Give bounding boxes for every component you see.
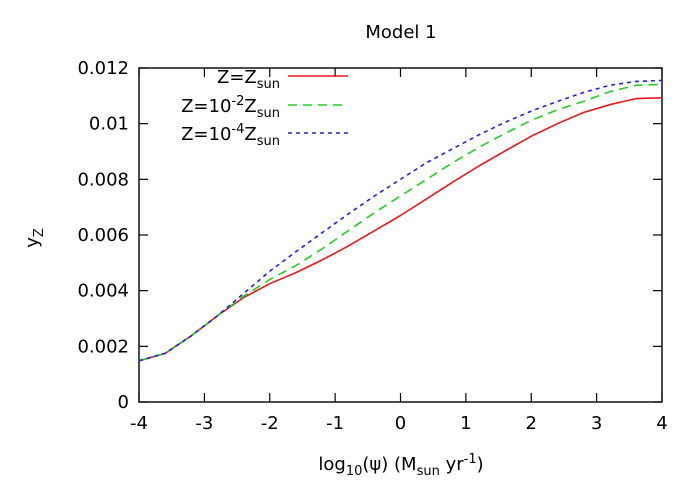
chart-title: Model 1 xyxy=(365,22,436,43)
x-axis-label: log10(ψ) (Msun yr-1) xyxy=(318,452,483,479)
legend-2-mid: Z xyxy=(244,124,256,145)
legend-2-sup: -4 xyxy=(231,122,244,137)
legend-2-pre: Z=10 xyxy=(181,124,231,145)
legend-entry-2: Z=10-4Zsun xyxy=(181,122,348,149)
x-tick-label: -4 xyxy=(130,413,148,434)
axis-ticks: -4 -3 -2 -1 0 1 2 3 4 0 0.002 0.004 0.006 0.008 0.01 0.… xyxy=(77,58,667,434)
y-axis-label-sub: Z xyxy=(32,228,47,237)
legend: Z=Zsun Z=10-2Zsun Z=10-4Zsun xyxy=(181,67,348,149)
x-tick-label: 0 xyxy=(395,413,406,434)
x-tick-label: 3 xyxy=(591,413,602,434)
legend-2-sub: sun xyxy=(257,134,280,149)
legend-0-sub: sun xyxy=(257,77,280,92)
x-axis-label-pre: log xyxy=(318,454,345,475)
legend-0-pre: Z=Z xyxy=(217,67,257,88)
svg-text:yZ: yZ xyxy=(22,228,47,248)
svg-text:Z=Zsun: Z=Zsun xyxy=(217,67,280,92)
series-line-0 xyxy=(138,97,663,362)
y-axis-label: yZ xyxy=(22,228,47,248)
x-axis-label-post: yr xyxy=(440,454,464,475)
legend-1-sup: -2 xyxy=(231,94,244,109)
x-tick-label: -1 xyxy=(326,413,344,434)
x-axis-label-post-sup: -1 xyxy=(464,452,477,467)
series-lines xyxy=(138,79,663,362)
y-tick-label: 0.006 xyxy=(77,225,129,246)
svg-text:Z=10-2Zsun: Z=10-2Zsun xyxy=(181,94,280,121)
x-tick-label: 1 xyxy=(460,413,471,434)
legend-entry-1: Z=10-2Zsun xyxy=(181,94,348,121)
y-tick-label: 0.004 xyxy=(77,281,129,302)
x-axis-label-mid: (ψ) (M xyxy=(362,454,416,475)
y-tick-label: 0.01 xyxy=(89,114,129,135)
y-tick-label: 0 xyxy=(118,392,129,413)
x-tick-label: -2 xyxy=(261,413,279,434)
y-axis-label-main: y xyxy=(22,237,43,248)
svg-text:log10(ψ) (Msun yr-1): log10(ψ) (Msun yr-1) xyxy=(318,452,483,479)
x-axis-label-pre-sub: 10 xyxy=(346,464,363,479)
legend-1-mid: Z xyxy=(244,96,256,117)
x-tick-label: -3 xyxy=(195,413,213,434)
plot-frame xyxy=(138,67,663,403)
x-axis-label-close: ) xyxy=(477,454,484,475)
svg-text:Z=10-4Zsun: Z=10-4Zsun xyxy=(181,122,280,149)
y-tick-label: 0.012 xyxy=(77,58,129,79)
plot-border xyxy=(138,67,663,403)
x-tick-label: 4 xyxy=(656,413,667,434)
y-tick-label: 0.002 xyxy=(77,336,129,357)
x-tick-label: 2 xyxy=(526,413,537,434)
y-tick-label: 0.008 xyxy=(77,169,129,190)
legend-1-sub: sun xyxy=(257,106,280,121)
x-axis-label-mid-sub: sun xyxy=(417,464,440,479)
series-line-2 xyxy=(138,79,663,362)
legend-1-pre: Z=10 xyxy=(181,96,231,117)
legend-entry-0: Z=Zsun xyxy=(217,67,348,92)
